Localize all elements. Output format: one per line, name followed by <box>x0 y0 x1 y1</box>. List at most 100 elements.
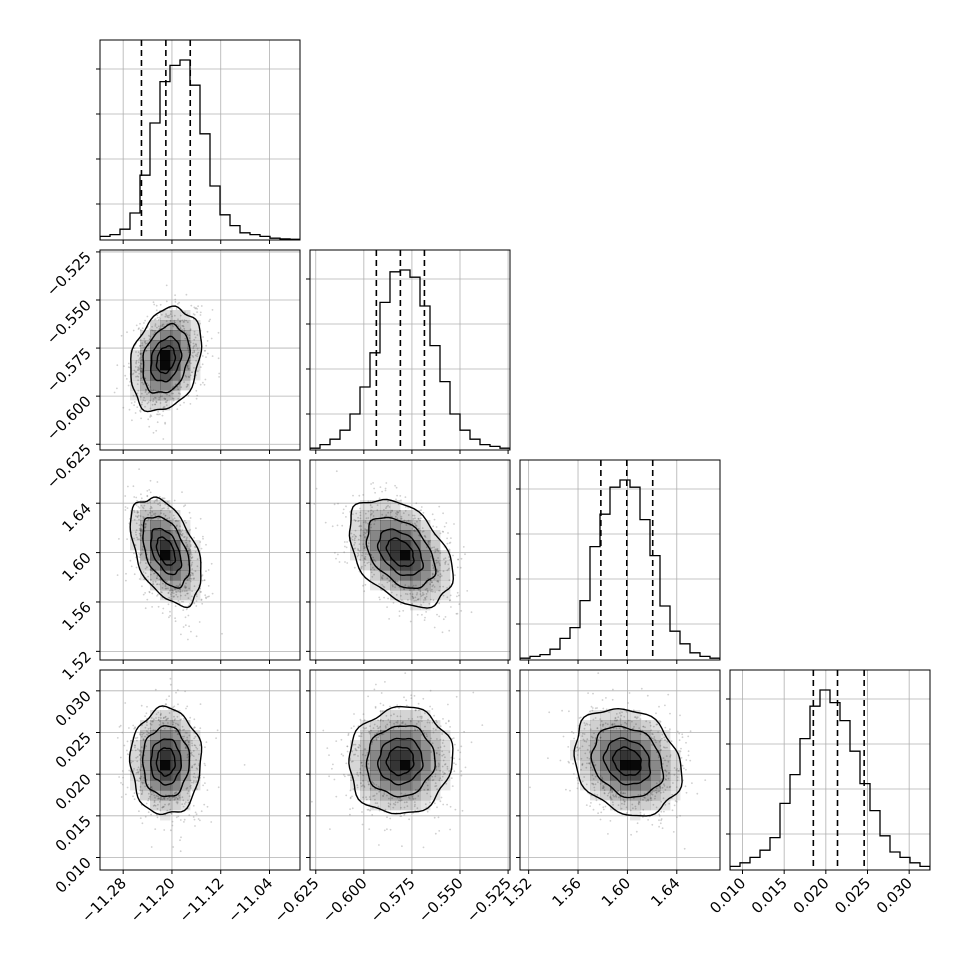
sample-point <box>143 780 146 782</box>
sample-point <box>205 344 208 347</box>
density-bin <box>170 340 181 351</box>
sample-point <box>362 713 365 716</box>
sample-point <box>422 846 425 849</box>
sample-point <box>602 786 605 789</box>
sample-point <box>141 751 143 753</box>
sample-point <box>404 672 407 674</box>
sample-point <box>132 760 134 763</box>
sample-point <box>444 560 447 563</box>
sample-point <box>386 794 388 797</box>
sample-point <box>663 784 666 787</box>
sample-point <box>193 780 195 782</box>
density-bin <box>360 530 371 541</box>
sample-point <box>433 546 435 549</box>
sample-point <box>365 553 367 555</box>
sample-point <box>366 528 369 531</box>
sample-point <box>195 359 198 362</box>
sample-point <box>617 716 620 718</box>
sample-point <box>615 713 618 715</box>
sample-point <box>609 789 612 792</box>
sample-point <box>431 590 434 593</box>
panel-frame <box>309 249 511 451</box>
sample-point <box>161 591 163 594</box>
sample-point <box>186 754 189 756</box>
sample-point <box>362 584 364 587</box>
contour-line <box>150 738 183 786</box>
sample-point <box>140 704 143 707</box>
sample-point <box>136 736 139 739</box>
sample-point <box>377 736 380 739</box>
sample-point <box>203 803 206 806</box>
x-tick-label: −11.12 <box>176 874 228 926</box>
sample-point <box>206 352 209 355</box>
sample-point <box>381 577 384 580</box>
sample-point <box>364 748 367 751</box>
sample-point <box>403 806 406 809</box>
sample-point <box>142 517 145 520</box>
sample-point <box>685 768 687 771</box>
sample-point <box>128 769 131 772</box>
sample-point <box>149 568 152 571</box>
sample-point <box>206 596 209 598</box>
sample-point <box>421 613 423 616</box>
sample-point <box>174 730 177 733</box>
panel-frame <box>99 39 301 241</box>
sample-point <box>408 796 410 799</box>
sample-point <box>598 803 601 806</box>
sample-point <box>411 603 413 605</box>
sample-point <box>187 384 190 386</box>
sample-point <box>424 712 426 715</box>
sample-point <box>429 801 431 804</box>
sample-point <box>436 721 438 724</box>
density-bin <box>360 720 371 731</box>
sample-point <box>665 770 668 773</box>
sample-point <box>146 721 148 724</box>
sample-point <box>141 327 144 330</box>
sample-point <box>374 491 376 494</box>
sample-point <box>144 526 147 529</box>
sample-point <box>398 799 400 802</box>
sample-point <box>437 570 439 573</box>
sample-point <box>660 818 663 820</box>
sample-point <box>625 722 628 725</box>
density-bin <box>600 740 611 751</box>
sample-point <box>407 519 410 522</box>
sample-point <box>398 707 400 710</box>
sample-point <box>139 530 142 532</box>
sample-point <box>568 761 570 764</box>
sample-point <box>581 780 584 783</box>
sample-point <box>149 414 152 417</box>
sample-point <box>611 801 614 804</box>
density-bin <box>150 500 161 511</box>
sample-point <box>677 770 679 772</box>
sample-point <box>373 783 376 785</box>
sample-point <box>381 710 384 713</box>
sample-point <box>594 737 597 739</box>
density-bin <box>170 310 181 321</box>
density-bin <box>420 780 431 791</box>
density-bin <box>600 730 611 741</box>
sample-point <box>126 749 128 752</box>
sample-point <box>387 805 390 807</box>
sample-point <box>179 314 182 317</box>
histogram-step-line <box>520 479 720 660</box>
sample-point <box>382 720 384 722</box>
sample-point <box>157 795 160 798</box>
sample-point <box>375 738 378 741</box>
sample-point <box>620 714 623 717</box>
sample-point <box>389 817 392 820</box>
sample-point <box>364 583 367 586</box>
density-bin <box>430 730 441 741</box>
sample-point <box>346 745 349 748</box>
sample-point <box>133 347 136 350</box>
sample-point <box>373 688 376 691</box>
sample-point <box>192 776 195 778</box>
sample-point <box>196 394 199 397</box>
sample-point <box>666 765 668 767</box>
sample-point <box>168 695 171 698</box>
sample-point <box>162 406 165 409</box>
sample-point <box>623 801 626 803</box>
sample-point <box>158 724 161 726</box>
density-bin <box>180 370 191 381</box>
sample-point <box>176 733 179 735</box>
